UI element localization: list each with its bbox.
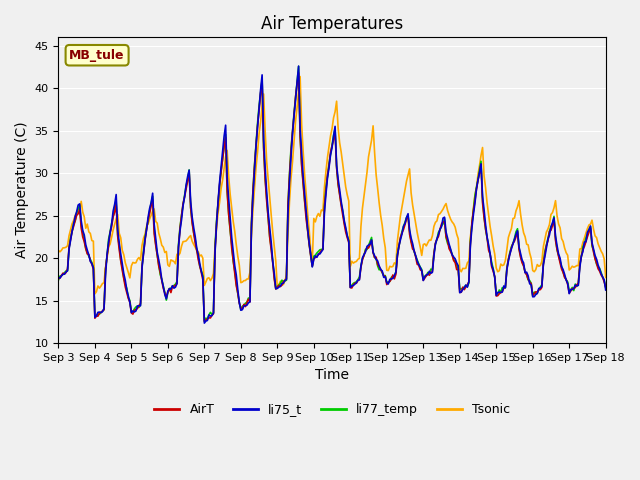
- AirT: [369, 250, 377, 255]
- li77_temp: [538, 282, 546, 288]
- li77_temp: [156, 272, 164, 277]
- AirT: [538, 285, 546, 290]
- li75_t: [369, 250, 377, 255]
- AirT: [70, 224, 77, 229]
- li75_t: [200, 320, 208, 326]
- Title: Air Temperatures: Air Temperatures: [261, 15, 403, 33]
- li75_t: [156, 265, 164, 271]
- Y-axis label: Air Temperature (C): Air Temperature (C): [15, 122, 29, 259]
- li75_t: [54, 275, 62, 280]
- li77_temp: [399, 223, 407, 229]
- Tsonic: [296, 73, 304, 79]
- Tsonic: [387, 264, 395, 270]
- Tsonic: [538, 259, 546, 264]
- li77_temp: [70, 221, 77, 227]
- li75_t: [602, 287, 609, 293]
- Line: li75_t: li75_t: [58, 66, 605, 323]
- li77_temp: [295, 63, 303, 69]
- Tsonic: [602, 275, 609, 280]
- AirT: [200, 319, 208, 324]
- X-axis label: Time: Time: [315, 368, 349, 382]
- Tsonic: [399, 196, 407, 202]
- Line: AirT: AirT: [58, 73, 605, 322]
- Legend: AirT, li75_t, li77_temp, Tsonic: AirT, li75_t, li77_temp, Tsonic: [149, 398, 515, 421]
- AirT: [54, 276, 62, 282]
- li75_t: [295, 63, 303, 69]
- Tsonic: [91, 291, 99, 297]
- Text: MB_tule: MB_tule: [69, 49, 125, 62]
- Line: li77_temp: li77_temp: [58, 66, 605, 321]
- Tsonic: [158, 242, 166, 248]
- li75_t: [538, 283, 546, 289]
- AirT: [387, 276, 395, 282]
- Tsonic: [70, 217, 77, 223]
- AirT: [602, 284, 609, 290]
- Line: Tsonic: Tsonic: [58, 76, 605, 294]
- li75_t: [70, 221, 77, 227]
- li77_temp: [54, 277, 62, 283]
- Tsonic: [369, 123, 377, 129]
- Tsonic: [54, 248, 62, 253]
- li77_temp: [387, 275, 395, 280]
- li75_t: [387, 276, 395, 282]
- AirT: [399, 227, 407, 232]
- AirT: [156, 270, 164, 276]
- li75_t: [399, 223, 407, 229]
- li77_temp: [200, 318, 208, 324]
- li77_temp: [369, 249, 377, 255]
- AirT: [295, 70, 303, 76]
- li77_temp: [602, 285, 609, 290]
